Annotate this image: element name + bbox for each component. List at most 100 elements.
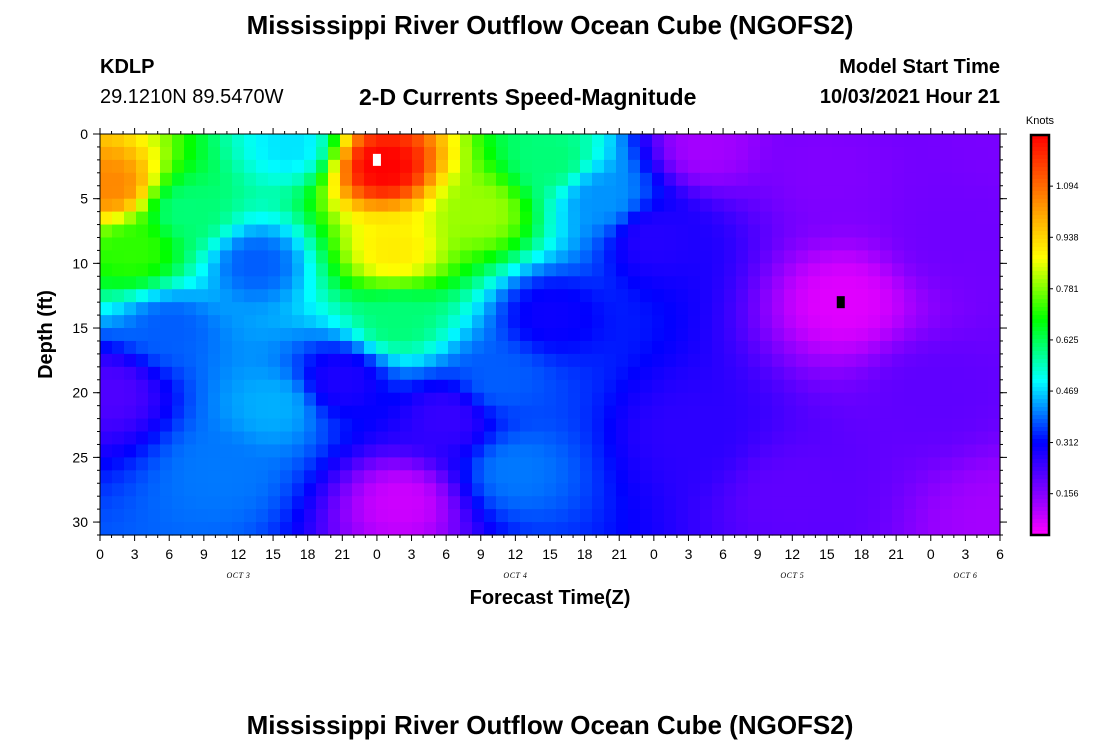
heatmap-cell: [280, 289, 293, 303]
heatmap-cell: [364, 276, 377, 290]
heatmap-cell: [400, 509, 413, 523]
heatmap-cell: [172, 431, 185, 446]
heatmap-cell: [748, 366, 761, 381]
heatmap-cell: [640, 522, 653, 536]
heatmap-cell: [292, 379, 305, 394]
heatmap-cell: [412, 392, 425, 407]
heatmap-cell: [376, 353, 389, 368]
heatmap-cell: [184, 224, 197, 239]
heatmap-cell: [676, 366, 689, 381]
heatmap-cell: [796, 379, 809, 394]
heatmap-cell: [316, 405, 329, 420]
heatmap-cell: [364, 328, 377, 342]
colorbar-segment: [1031, 491, 1049, 496]
heatmap-cell: [208, 237, 221, 252]
heatmap-cell: [892, 302, 905, 316]
heatmap-cell: [940, 366, 953, 381]
heatmap-cell: [496, 392, 509, 407]
heatmap-cell: [424, 496, 437, 510]
heatmap-cell: [928, 289, 941, 303]
heatmap-cell: [292, 211, 305, 226]
heatmap-cell: [232, 522, 245, 536]
heatmap-cell: [532, 431, 545, 446]
heatmap-cell: [376, 457, 389, 471]
heatmap-cell: [580, 522, 593, 536]
heatmap-cell: [796, 392, 809, 407]
heatmap-cell: [892, 134, 905, 148]
heatmap-cell: [868, 496, 881, 510]
colorbar-unit-label: Knots: [1026, 115, 1055, 127]
heatmap-cell: [712, 509, 725, 523]
heatmap-cell: [484, 134, 497, 148]
heatmap-cell: [604, 431, 617, 446]
heatmap-cell: [460, 302, 473, 316]
heatmap-cell: [196, 146, 209, 161]
heatmap-cell: [844, 224, 857, 239]
heatmap-cell: [472, 522, 485, 536]
heatmap-cell: [100, 379, 113, 394]
heatmap-cell: [472, 302, 485, 316]
heatmap-cell: [508, 392, 521, 407]
heatmap-cell: [172, 418, 185, 433]
heatmap-cell: [388, 379, 401, 394]
heatmap-cell: [316, 509, 329, 523]
heatmap-cell: [388, 328, 401, 342]
heatmap-cell: [652, 250, 665, 264]
heatmap-cell: [988, 405, 1001, 420]
heatmap-cell: [364, 340, 377, 355]
heatmap-cell: [964, 366, 977, 381]
heatmap-cell: [868, 392, 881, 407]
heatmap-cell: [940, 353, 953, 368]
heatmap-cell: [472, 340, 485, 355]
heatmap-cell: [448, 172, 461, 187]
heatmap-cell: [352, 211, 365, 226]
heatmap-cell: [556, 379, 569, 394]
heatmap-cell: [196, 276, 209, 290]
heatmap-cell: [796, 470, 809, 484]
heatmap-cell: [724, 198, 737, 213]
heatmap-cell: [820, 340, 833, 355]
heatmap-cell: [364, 224, 377, 239]
heatmap-cell: [304, 185, 317, 200]
heatmap-cell: [520, 289, 533, 303]
heatmap-cell: [724, 159, 737, 174]
heatmap-cell: [868, 328, 881, 342]
heatmap-cell: [352, 185, 365, 200]
heatmap-cell: [988, 353, 1001, 368]
colorbar-segment: [1031, 183, 1049, 188]
heatmap-cell: [304, 276, 317, 290]
heatmap-cell: [472, 172, 485, 187]
heatmap-cell: [964, 483, 977, 497]
heatmap-cell: [268, 211, 281, 226]
heatmap-cell: [988, 211, 1001, 226]
heatmap-cell: [928, 276, 941, 290]
heatmap-cell: [976, 250, 989, 264]
heatmap-cell: [544, 431, 557, 446]
heatmap-cell: [736, 392, 749, 407]
heatmap-cell: [376, 444, 389, 458]
heatmap-cell: [784, 172, 797, 187]
heatmap-cell: [400, 353, 413, 368]
heatmap-cell: [184, 379, 197, 394]
heatmap-cell: [952, 340, 965, 355]
heatmap-cell: [940, 237, 953, 252]
heatmap-cell: [364, 315, 377, 329]
heatmap-cell: [844, 328, 857, 342]
colorbar-segment: [1031, 431, 1049, 436]
heatmap-cell: [208, 509, 221, 523]
heatmap-cell: [868, 237, 881, 252]
heatmap-cell: [256, 237, 269, 252]
heatmap-cell: [784, 418, 797, 433]
heatmap-cell: [796, 263, 809, 277]
heatmap-cell: [928, 172, 941, 187]
heatmap-cell: [964, 328, 977, 342]
heatmap-cell: [136, 392, 149, 407]
heatmap-cell: [940, 250, 953, 264]
heatmap-cell: [112, 146, 125, 161]
heatmap-cell: [832, 418, 845, 433]
heatmap-cell: [568, 483, 581, 497]
colorbar-segment: [1031, 451, 1049, 456]
heatmap-cell: [964, 444, 977, 458]
heatmap-cell: [880, 444, 893, 458]
heatmap-cell: [496, 405, 509, 420]
